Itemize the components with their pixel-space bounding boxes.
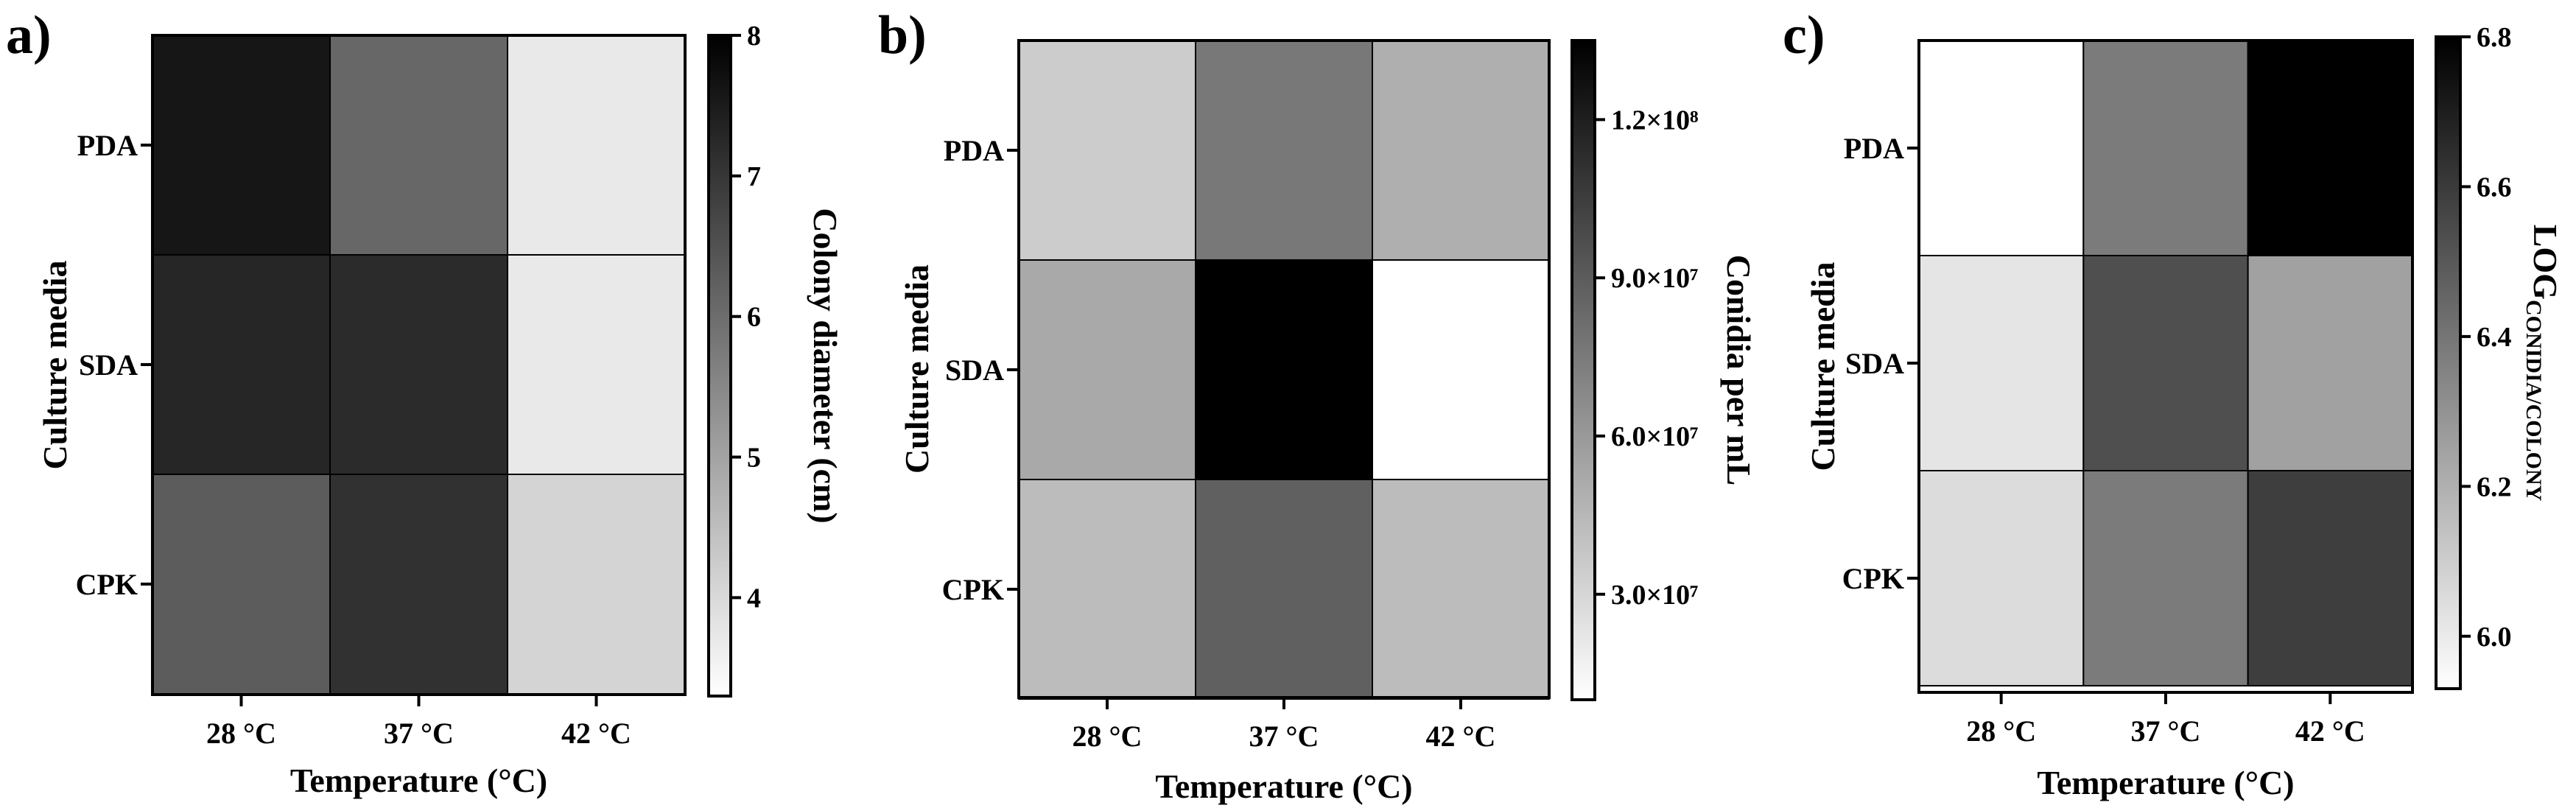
heatmap-cell — [2247, 470, 2414, 686]
heatmap-cell — [1195, 479, 1373, 700]
y-axis-title: Culture media — [36, 260, 74, 469]
x-tick-label: 28 °C — [1073, 720, 1143, 753]
colorbar-label: Conidia per mL — [1720, 255, 1758, 486]
x-axis-title: Temperature (°C) — [1155, 767, 1412, 805]
y-tick-label: SDA — [1845, 347, 1904, 380]
y-tick-label: SDA — [945, 354, 1004, 387]
heatmap-cell — [1018, 40, 1196, 261]
y-axis-title: Culture media — [1804, 261, 1842, 471]
heatmap-cell — [1195, 40, 1373, 261]
colorbar-label-main: LOG — [2527, 225, 2564, 300]
x-tick-label: 42 °C — [2295, 714, 2365, 748]
colorbar-tick-label: 5 — [747, 443, 761, 474]
heatmap-cell — [507, 474, 686, 695]
panel-letter: a) — [6, 5, 52, 66]
heatmap-cell — [2082, 255, 2249, 471]
x-tick-label: 42 °C — [561, 717, 631, 750]
heatmap-cell — [1372, 40, 1550, 261]
heatmap-cell — [1918, 470, 2085, 686]
heatmap-cell — [1195, 259, 1373, 480]
colorbar-tick-label: 6.6 — [2477, 172, 2512, 203]
colorbar — [1570, 39, 1596, 701]
colorbar-tick-label: 8 — [747, 21, 761, 52]
heatmap-panel-1: a) PDA SDA CPK 28 °C 37 °C 42 °C Temperature (°… — [6, 5, 844, 799]
colorbar-label: Colony diameter (cm) — [807, 208, 844, 523]
x-tick-label: 28 °C — [206, 717, 276, 750]
heatmap-cell — [152, 35, 331, 256]
colorbar-label-main: Colony diameter (cm) — [807, 208, 844, 523]
colorbar-label-sub: CONIDIA/COLONY — [2521, 300, 2546, 502]
y-tick-label: CPK — [1842, 562, 1904, 595]
colorbar — [707, 34, 732, 698]
colorbar-tick-label: 1.2×10⁸ — [1611, 105, 1699, 136]
panel-letter: c) — [1783, 5, 1825, 66]
colorbar-tick-label: 6.4 — [2477, 322, 2512, 353]
heatmap-cell — [1018, 259, 1196, 480]
heatmap-panel-2: b) PDA SDA CPK 28 °C 37 °C 42 °C Temperature (°… — [878, 5, 1758, 805]
heatmap-cell — [1372, 479, 1550, 700]
heatmap-cell — [1018, 479, 1196, 700]
y-tick-label: CPK — [76, 568, 138, 601]
x-tick-label: 37 °C — [2131, 714, 2201, 748]
x-tick-label: 28 °C — [1966, 714, 2036, 748]
heatmap-cell — [329, 254, 508, 475]
heatmap-cell — [1918, 40, 2085, 256]
colorbar-tick-label: 6.0 — [2477, 622, 2512, 653]
heatmap-cell — [2247, 40, 2414, 256]
x-tick-label: 42 °C — [1426, 720, 1496, 753]
panel-letter: b) — [878, 5, 927, 66]
heatmap-cell — [1918, 255, 2085, 471]
colorbar-tick-label: 7 — [747, 161, 761, 192]
heatmap-cell — [152, 474, 331, 695]
colorbar-tick-label: 6 — [747, 302, 761, 333]
colorbar-label: LOGCONIDIA/COLONY — [2521, 225, 2564, 502]
heatmap-cell — [152, 254, 331, 475]
heatmap-cell — [2082, 40, 2249, 256]
colorbar-tick-label: 3.0×10⁷ — [1611, 580, 1699, 611]
colorbar — [2435, 35, 2462, 690]
x-axis-title: Temperature (°C) — [2037, 764, 2294, 801]
heatmap-cell — [507, 254, 686, 475]
colorbar-tick-label: 6.2 — [2477, 471, 2512, 502]
colorbar-tick-label: 9.0×10⁷ — [1611, 263, 1699, 294]
y-axis-title: Culture media — [898, 264, 936, 474]
y-tick-label: PDA — [944, 134, 1004, 167]
x-tick-label: 37 °C — [1249, 720, 1319, 753]
y-tick-label: CPK — [942, 573, 1004, 606]
x-tick-label: 37 °C — [384, 717, 454, 750]
y-tick-label: SDA — [79, 348, 138, 382]
heatmap-cell — [507, 35, 686, 256]
colorbar-label-main: Conidia per mL — [1720, 255, 1758, 486]
heatmap-cell — [329, 35, 508, 256]
colorbar-tick-label: 6.8 — [2477, 22, 2512, 53]
colorbar-tick-label: 6.0×10⁷ — [1611, 421, 1699, 452]
heatmap-cell — [329, 474, 508, 695]
colorbar-tick-label: 4 — [747, 583, 761, 614]
heatmap-cell — [2082, 470, 2249, 686]
y-tick-label: PDA — [1844, 132, 1904, 165]
y-tick-label: PDA — [77, 129, 138, 162]
heatmap-cell — [2247, 255, 2414, 471]
heatmap-cell — [1372, 259, 1550, 480]
x-axis-title: Temperature (°C) — [290, 762, 547, 799]
